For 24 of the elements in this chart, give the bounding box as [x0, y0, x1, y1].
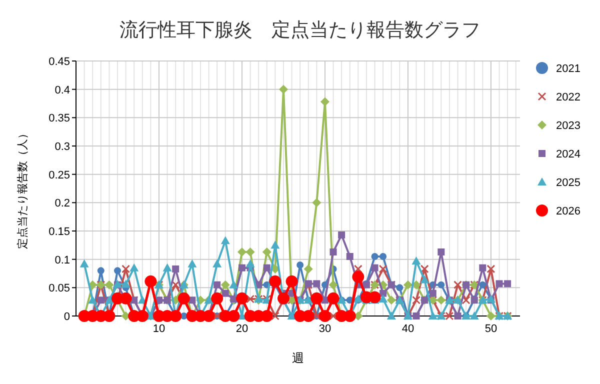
y-tick-label: 0.1 — [54, 254, 70, 266]
y-tick-label: 0.3 — [54, 141, 70, 153]
x-tick-label: 30 — [318, 323, 332, 335]
x-tick-label: 40 — [402, 323, 414, 335]
legend-label: 2022 — [556, 92, 580, 104]
x-tick-label: 20 — [236, 323, 248, 335]
x-axis-title: 週 — [292, 351, 304, 365]
y-tick-label: 0.45 — [48, 56, 70, 68]
y-tick-label: 0.4 — [54, 84, 70, 96]
x-tick-label: 10 — [152, 323, 166, 335]
y-tick-label: 0.2 — [54, 198, 70, 210]
chart-title: 流行性耳下腺炎 定点当たり報告数グラフ — [120, 19, 480, 41]
y-tick-label: 0.35 — [48, 112, 70, 125]
legend-label: 2024 — [556, 148, 580, 160]
legend-label: 2021 — [556, 63, 580, 75]
legend-label: 2026 — [556, 206, 580, 218]
y-tick-label: 0.25 — [48, 169, 70, 182]
y-tick-label: 0.15 — [48, 226, 70, 238]
y-tick-label: 0 — [64, 311, 70, 323]
legend-label: 2025 — [556, 177, 580, 189]
x-tick-label: 50 — [484, 323, 498, 335]
legend-label: 2023 — [556, 120, 580, 132]
y-tick-label: 0.05 — [48, 282, 70, 295]
y-axis-title: 定点当たり報告数（人） — [16, 128, 29, 249]
